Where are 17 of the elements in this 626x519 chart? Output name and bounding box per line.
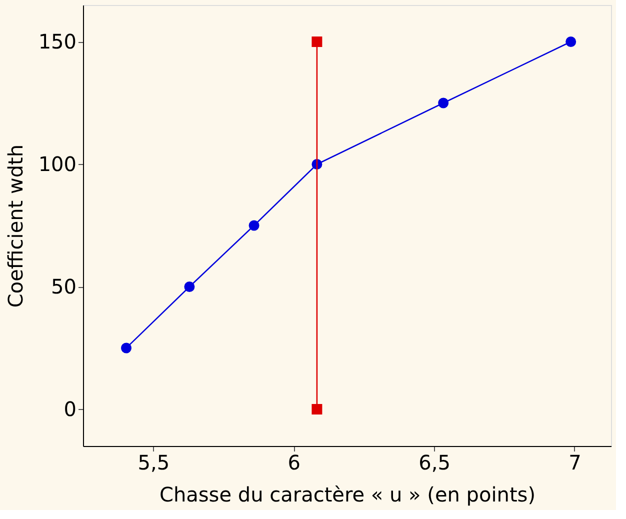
point (438, 98, 449, 108)
x-tick-label: 6,5 (418, 450, 450, 474)
point (184, 282, 195, 292)
point (566, 36, 576, 47)
point (121, 342, 132, 354)
x-tick-label: 6 (288, 450, 301, 474)
y-tick-label: 100 (38, 152, 76, 176)
y-tick-label: 0 (64, 396, 76, 421)
x-tick-label: 7 (568, 450, 582, 474)
y-tick-label: 150 (38, 29, 76, 54)
x-axis-title: Chasse du caractère « u » (en points) (159, 482, 536, 506)
point (248, 220, 260, 231)
point (312, 404, 322, 414)
x-tick-label: 5,5 (138, 450, 170, 474)
point (312, 36, 322, 47)
y-axis-title: Coefficient wdth (3, 144, 28, 308)
y-tick-label: 50 (51, 274, 76, 298)
